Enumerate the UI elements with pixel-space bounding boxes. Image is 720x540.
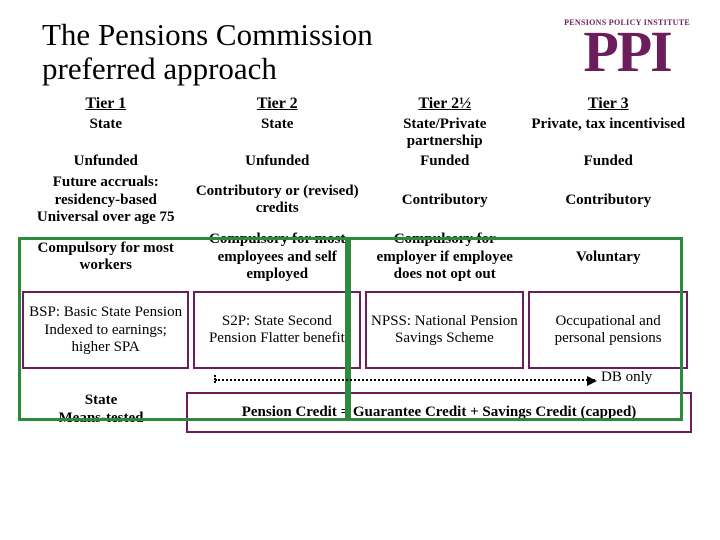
compul-t2: Compulsory for most employees and self e…	[191, 229, 362, 285]
funding-t3: Funded	[363, 151, 527, 171]
title-line-2: preferred approach	[42, 51, 277, 86]
tier-header-row: Tier 1 Tier 2 Tier 2½ Tier 3	[20, 94, 690, 114]
funding-row: Unfunded Unfunded Funded Funded	[20, 151, 690, 171]
provider-t3: State/Private partnership	[363, 115, 527, 152]
page-title: The Pensions Commission preferred approa…	[42, 18, 373, 86]
provider-t1: State	[20, 115, 191, 152]
dotted-arrow-icon	[215, 379, 595, 381]
contrib-t2: Contributory or (revised) credits	[191, 172, 362, 228]
contribution-row: Future accruals: residency-based Univers…	[20, 172, 690, 228]
tier-2half-header: Tier 2½	[363, 94, 527, 114]
contrib-t3: Contributory	[363, 172, 527, 228]
funding-t2: Unfunded	[191, 151, 362, 171]
scheme-row: BSP: Basic State Pension Indexed to earn…	[20, 291, 690, 369]
scheme-occupational: Occupational and personal pensions	[528, 291, 688, 369]
provider-t2: State	[191, 115, 362, 152]
compul-t4: Voluntary	[526, 229, 690, 285]
funding-t4: Funded	[526, 151, 690, 171]
scheme-bsp: BSP: Basic State Pension Indexed to earn…	[22, 291, 189, 369]
funding-t1: Unfunded	[20, 151, 191, 171]
logo-block: PENSIONS POLICY INSTITUTE PPI	[564, 18, 690, 76]
tier-3-header: Tier 3	[526, 94, 690, 114]
compul-t1: Compulsory for most workers	[20, 229, 191, 285]
footer-row: State Means-tested Pension Credit = Guar…	[0, 392, 720, 433]
db-only-arrow-row: DB only	[20, 369, 690, 386]
compul-t3: Compulsory for employer if employee does…	[363, 229, 527, 285]
comparison-grid: Tier 1 Tier 2 Tier 2½ Tier 3 State State…	[0, 86, 720, 386]
provider-t4: Private, tax incentivised	[526, 115, 690, 152]
tier-2-header: Tier 2	[191, 94, 362, 114]
title-line-1: The Pensions Commission	[42, 17, 373, 52]
db-only-label: DB only	[595, 369, 652, 386]
footer-left-line2: Means-tested	[59, 410, 144, 426]
footer-left-line1: State	[85, 392, 118, 408]
scheme-s2p: S2P: State Second Pension Flatter benefi…	[193, 291, 360, 369]
pension-credit-box: Pension Credit = Guarantee Credit + Savi…	[186, 392, 692, 433]
footer-state-label: State Means-tested	[22, 392, 180, 433]
provider-row: State State State/Private partnership Pr…	[20, 115, 690, 152]
contrib-t4: Contributory	[526, 172, 690, 228]
tier-1-header: Tier 1	[20, 94, 191, 114]
ppi-logo: PPI	[564, 27, 690, 76]
compulsion-row: Compulsory for most workers Compulsory f…	[20, 229, 690, 285]
contrib-t1: Future accruals: residency-based Univers…	[20, 172, 191, 228]
scheme-npss: NPSS: National Pension Savings Scheme	[365, 291, 525, 369]
